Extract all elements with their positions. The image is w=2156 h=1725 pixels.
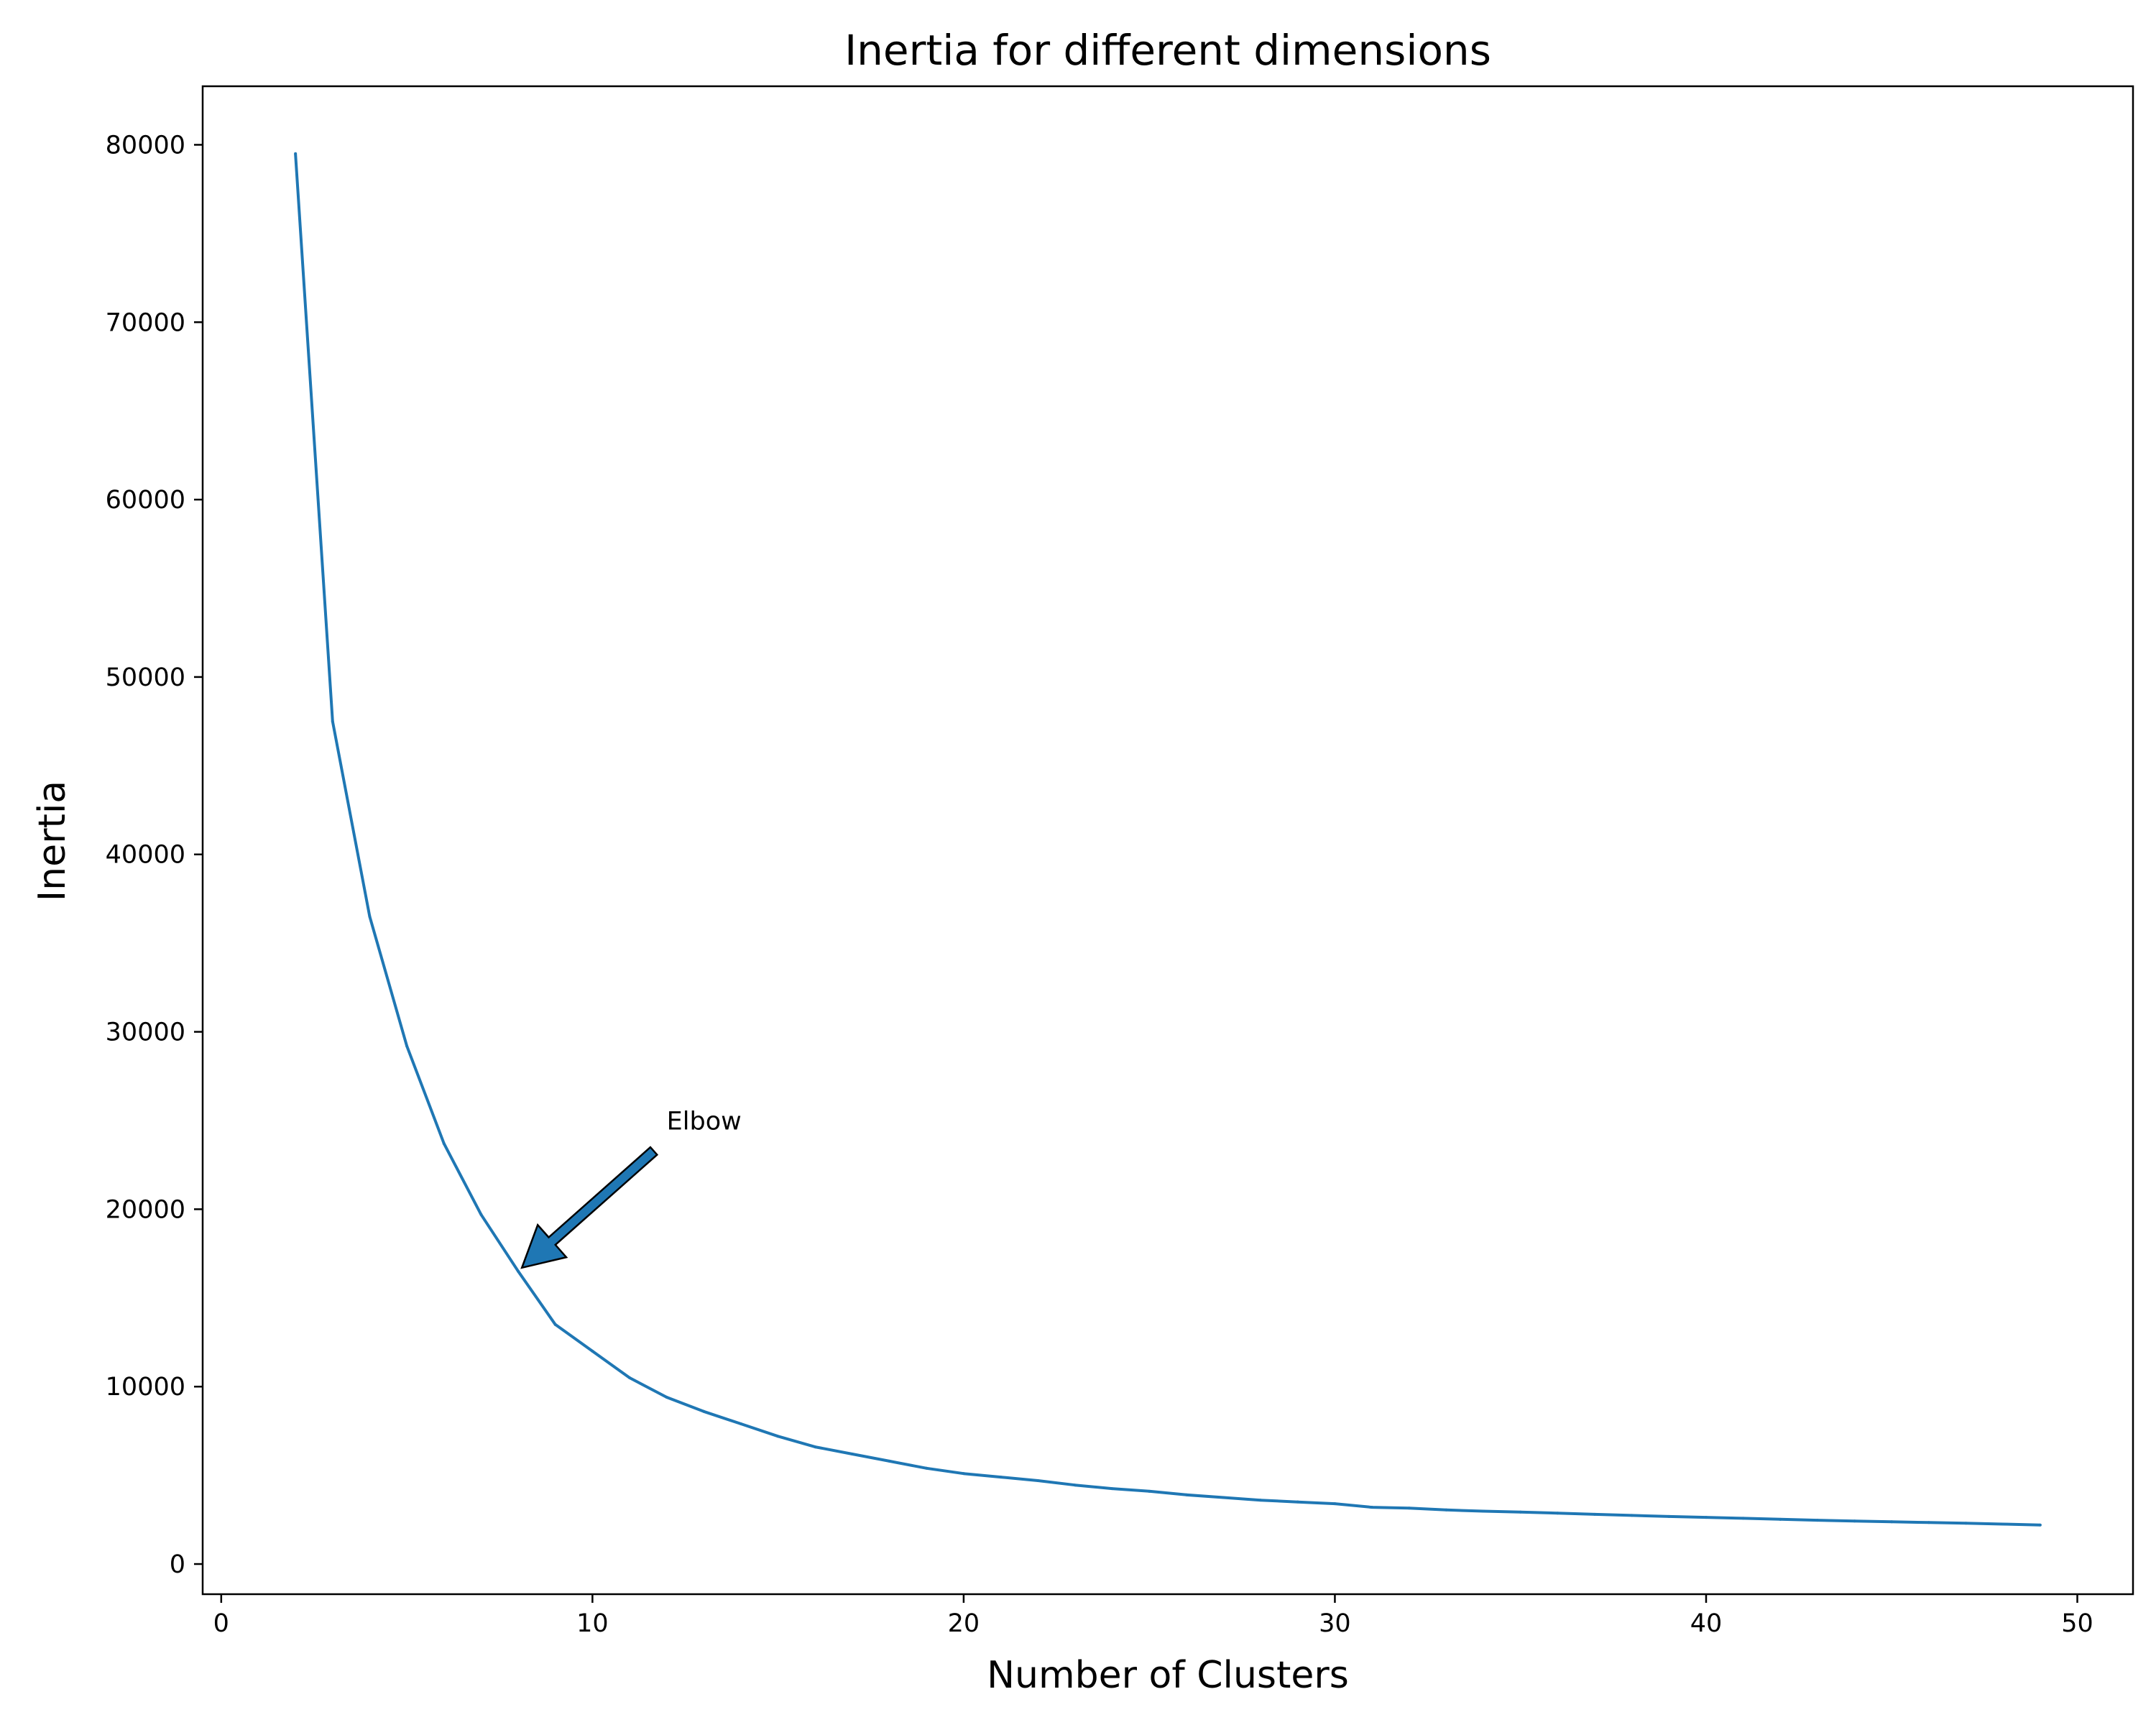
x-axis: 0 10 20 30 40 50 (213, 1594, 2093, 1638)
data-point (1073, 1484, 1077, 1487)
plot-area (294, 152, 2042, 1527)
data-point (1407, 1506, 1411, 1510)
data-point (553, 1322, 557, 1326)
data-point (1964, 1522, 1968, 1525)
data-point (888, 1459, 891, 1463)
data-point (1148, 1489, 1151, 1493)
series-line (294, 153, 2040, 1527)
x-axis-label: Number of Clusters (987, 1654, 1349, 1697)
data-point (1519, 1510, 1522, 1514)
data-point (1890, 1520, 1894, 1524)
data-point (331, 719, 334, 723)
data-point (1184, 1493, 1188, 1496)
y-tick-label: 60000 (106, 486, 185, 515)
data-point (814, 1445, 817, 1449)
data-point (405, 1044, 409, 1048)
data-point (776, 1435, 780, 1438)
data-point (1593, 1512, 1597, 1516)
data-point (962, 1472, 965, 1476)
data-point (294, 152, 298, 155)
data-point (1296, 1500, 1299, 1504)
data-point (591, 1349, 594, 1353)
data-point (1853, 1519, 1856, 1523)
data-point (1333, 1502, 1337, 1506)
data-point (999, 1476, 1003, 1479)
data-point (1222, 1496, 1225, 1499)
y-tick-label: 10000 (106, 1373, 185, 1402)
data-point (442, 1142, 446, 1146)
data-point (1445, 1508, 1448, 1512)
x-tick-label: 50 (2061, 1609, 2093, 1638)
data-point (1036, 1479, 1040, 1483)
x-tick-label: 40 (1690, 1609, 1723, 1638)
data-point (1482, 1509, 1485, 1513)
data-point (1815, 1519, 1819, 1522)
y-axis: 0 10000 20000 30000 40000 50000 60000 70000 8000… (106, 131, 203, 1579)
data-point (1110, 1487, 1114, 1491)
y-tick-label: 20000 (106, 1195, 185, 1224)
data-point (368, 915, 372, 919)
data-point (1556, 1512, 1560, 1515)
data-point (850, 1453, 854, 1456)
data-point (1741, 1517, 1745, 1520)
axes-frame (201, 85, 2134, 1596)
annotation-arrow (520, 1146, 659, 1269)
y-tick-label: 30000 (106, 1018, 185, 1047)
data-point (2001, 1522, 2005, 1526)
y-tick-label: 0 (170, 1550, 185, 1579)
data-point (925, 1466, 929, 1470)
y-tick-label: 80000 (106, 131, 185, 160)
y-tick-label: 50000 (106, 663, 185, 692)
elbow-annotation: Elbow (520, 1107, 742, 1269)
data-point (702, 1409, 706, 1413)
data-point (1370, 1506, 1374, 1509)
data-point (1779, 1517, 1782, 1521)
annotation-text: Elbow (667, 1107, 742, 1136)
data-point (665, 1396, 668, 1399)
y-tick-label: 70000 (106, 308, 185, 337)
x-tick-label: 0 (213, 1609, 229, 1638)
y-tick-label: 40000 (106, 841, 185, 870)
data-point (1667, 1514, 1671, 1518)
data-point (1259, 1499, 1263, 1502)
data-point (739, 1422, 742, 1426)
data-point (1704, 1516, 1708, 1519)
x-tick-label: 30 (1319, 1609, 1351, 1638)
chart-title: Inertia for different dimensions (844, 26, 1491, 75)
data-point (2038, 1523, 2042, 1527)
data-point (1630, 1514, 1634, 1517)
x-tick-label: 20 (948, 1609, 980, 1638)
y-axis-label: Inertia (31, 781, 74, 901)
data-point (517, 1269, 520, 1273)
data-point (628, 1376, 632, 1379)
data-point (479, 1213, 483, 1216)
x-tick-label: 10 (576, 1609, 609, 1638)
data-point (1927, 1521, 1930, 1524)
